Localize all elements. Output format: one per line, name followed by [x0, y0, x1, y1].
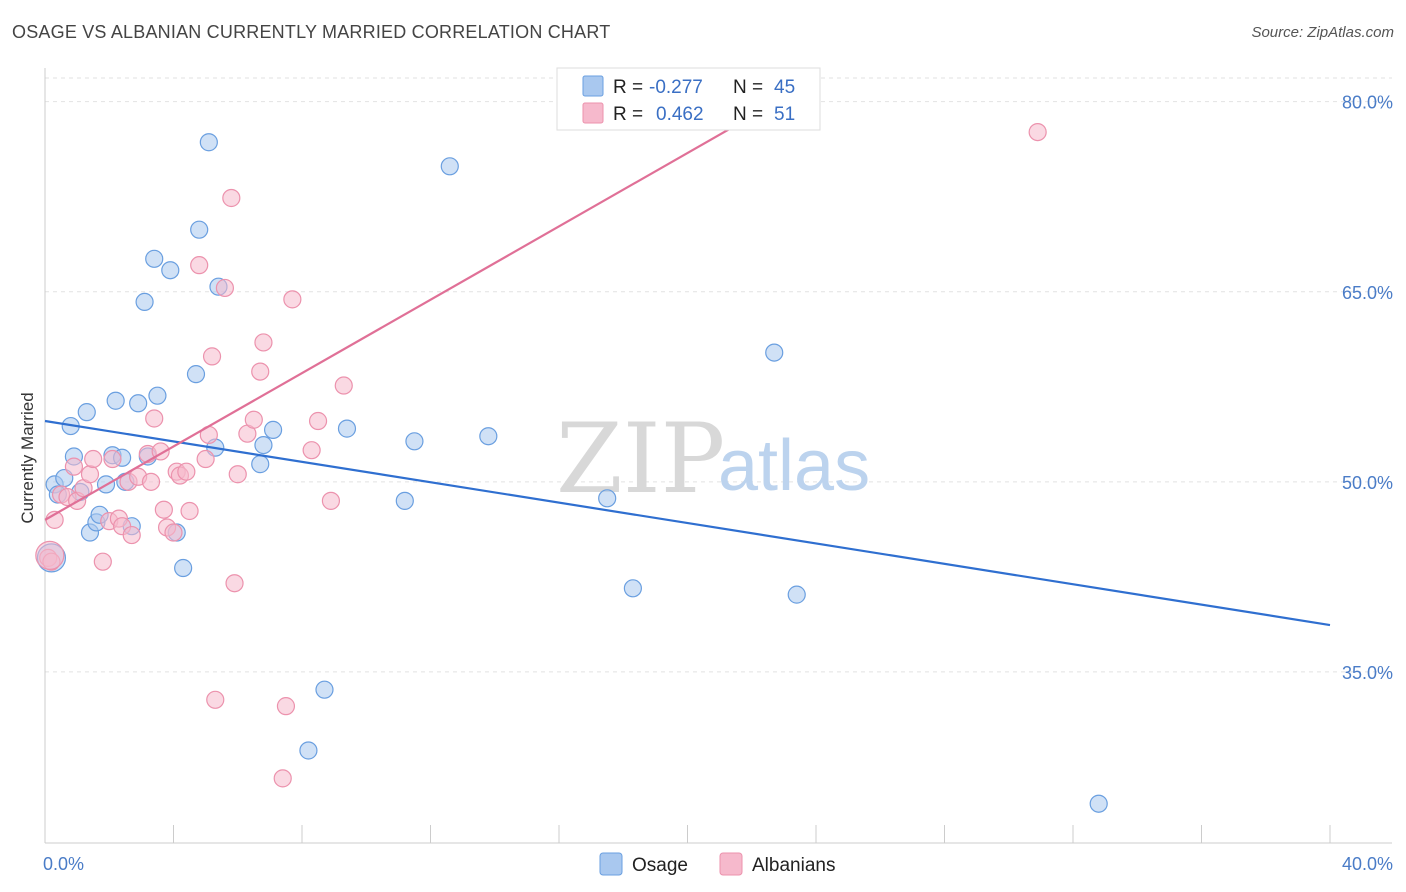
data-point-albanians [283, 290, 302, 309]
data-point-osage [315, 680, 334, 699]
trend-line-albanians [44, 88, 801, 521]
chart-title: OSAGE VS ALBANIAN CURRENTLY MARRIED CORR… [12, 22, 611, 42]
data-point-osage [174, 558, 193, 578]
legend-r-label: R = [613, 77, 643, 98]
data-point-albanians [206, 690, 225, 709]
data-point-albanians [180, 501, 199, 521]
data-points [35, 122, 1108, 813]
data-point-albanians [145, 409, 164, 428]
data-point-osage [199, 133, 218, 152]
gridlines [45, 77, 1392, 673]
data-point-albanians [202, 347, 222, 366]
data-point-osage [190, 220, 209, 239]
data-point-osage [395, 491, 414, 510]
axes [44, 68, 1392, 844]
legend-n-label: N = [733, 77, 763, 98]
source-label: Source: ZipAtlas.com [1251, 24, 1394, 41]
data-point-albanians [222, 188, 241, 208]
legend-r-label: R = [613, 104, 643, 125]
data-point-albanians [190, 256, 209, 275]
y-tick-label: 35.0% [1342, 663, 1393, 683]
data-point-osage [186, 365, 206, 384]
data-point-osage [129, 394, 148, 413]
data-point-albanians [321, 491, 341, 510]
legend-label-osage: Osage [632, 855, 688, 876]
legend-label-albanians: Albanians [752, 855, 835, 876]
trend-lines [44, 88, 1331, 627]
watermark-atlas: atlas [718, 426, 870, 506]
data-point-albanians [122, 525, 141, 545]
data-point-osage [106, 391, 125, 410]
data-point-albanians [1028, 122, 1047, 142]
x-tick-labels: 0.0% 40.0% [43, 854, 1393, 874]
data-point-osage [1089, 794, 1108, 813]
data-point-osage [440, 157, 459, 176]
data-point-albanians [164, 523, 183, 542]
watermark-zip: ZIP [556, 403, 725, 515]
data-point-albanians [84, 449, 103, 469]
data-point-osage [598, 489, 617, 508]
data-point-albanians [93, 552, 112, 571]
data-point-osage [405, 432, 424, 451]
data-point-albanians [103, 449, 122, 469]
trend-line-osage [44, 419, 1331, 627]
legend-swatch-osage [599, 852, 623, 876]
data-point-albanians [196, 449, 215, 469]
data-point-osage [263, 420, 283, 439]
watermark: ZIP atlas [556, 403, 870, 515]
data-point-albanians [308, 411, 328, 431]
data-point-albanians [254, 333, 273, 352]
data-point-albanians [276, 697, 296, 716]
data-point-osage [254, 435, 273, 455]
data-point-albanians [334, 376, 353, 395]
data-point-albanians [177, 462, 196, 481]
data-point-osage [787, 585, 806, 604]
data-point-albanians [251, 362, 270, 381]
data-point-osage [623, 579, 642, 598]
legend-row-osage: R = -0.277 N = 45 [582, 75, 795, 98]
data-point-albanians [228, 465, 247, 484]
data-point-osage [299, 741, 318, 760]
legend-swatch-albanians [719, 852, 743, 876]
legend-row-albanians: R = 0.462 N = 51 [582, 102, 795, 125]
data-point-osage [145, 249, 164, 268]
data-point-albanians [244, 410, 263, 429]
data-point-albanians [225, 574, 244, 593]
legend-n-value: 51 [774, 104, 795, 125]
data-point-osage [161, 261, 180, 280]
data-point-osage [135, 292, 154, 311]
legend-swatch-osage [582, 75, 604, 97]
data-point-albanians [215, 278, 234, 298]
y-tick-labels: 35.0% 50.0% 65.0% 80.0% [1342, 93, 1393, 683]
data-point-osage [337, 419, 357, 438]
data-point-albanians [154, 500, 173, 519]
data-point-albanians [302, 441, 321, 460]
y-tick-label: 65.0% [1342, 283, 1393, 303]
y-tick-label: 80.0% [1342, 93, 1393, 113]
legend-r-value: -0.277 [649, 77, 703, 98]
legend-n-value: 45 [774, 77, 795, 98]
data-point-osage [148, 386, 167, 405]
legend-swatch-albanians [582, 102, 604, 124]
data-point-albanians [80, 465, 100, 484]
data-point-albanians [35, 540, 65, 570]
data-point-osage [77, 403, 96, 422]
data-point-osage [251, 455, 270, 474]
y-tick-label: 50.0% [1342, 473, 1393, 493]
data-point-osage [479, 427, 498, 446]
data-point-albanians [64, 457, 84, 476]
y-axis-title: Currently Married [18, 392, 37, 523]
data-point-osage [765, 343, 784, 362]
x-tick-label: 0.0% [43, 854, 84, 874]
series-legend: Osage Albanians [599, 852, 835, 876]
correlation-legend: R = -0.277 N = 45 R = 0.462 N = 51 [556, 67, 821, 131]
data-point-albanians [273, 769, 292, 788]
legend-n-label: N = [733, 104, 763, 125]
x-tick-label: 40.0% [1342, 854, 1393, 874]
data-point-albanians [141, 472, 161, 491]
legend-r-value: 0.462 [656, 104, 704, 125]
